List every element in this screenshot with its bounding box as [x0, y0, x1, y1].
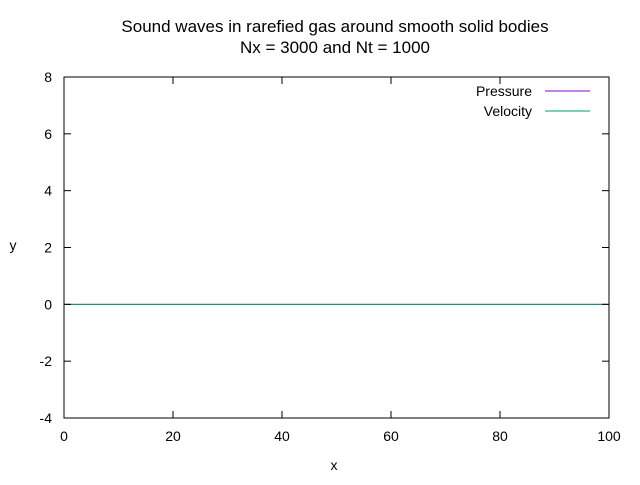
- x-tick-label: 100: [597, 428, 621, 444]
- ticks-layer: 0 20 40 60 80 100 -4 -2 0 2 4 6 8: [40, 69, 621, 444]
- y-tick-label: -4: [40, 410, 53, 426]
- y-tick-label: 6: [44, 126, 52, 142]
- y-tick-label: -2: [40, 353, 53, 369]
- chart-subtitle: Nx = 3000 and Nt = 1000: [240, 38, 430, 57]
- x-tick-label: 80: [492, 428, 508, 444]
- x-axis-label: x: [331, 457, 338, 473]
- legend-label-velocity: Velocity: [484, 103, 532, 119]
- x-tick-label: 20: [165, 428, 181, 444]
- legend-label-pressure: Pressure: [476, 83, 532, 99]
- y-tick-label: 8: [44, 69, 52, 85]
- x-tick-label: 40: [274, 428, 290, 444]
- x-tick-label: 60: [383, 428, 399, 444]
- x-tick-label: 0: [60, 428, 68, 444]
- y-tick-label: 2: [44, 240, 52, 256]
- legend: Pressure Velocity: [476, 83, 590, 119]
- y-axis-label: y: [10, 237, 17, 253]
- y-tick-label: 0: [44, 296, 52, 312]
- plot-area-border: [63, 76, 610, 419]
- y-tick-label: 4: [44, 183, 52, 199]
- chart-title: Sound waves in rarefied gas around smoot…: [121, 17, 548, 36]
